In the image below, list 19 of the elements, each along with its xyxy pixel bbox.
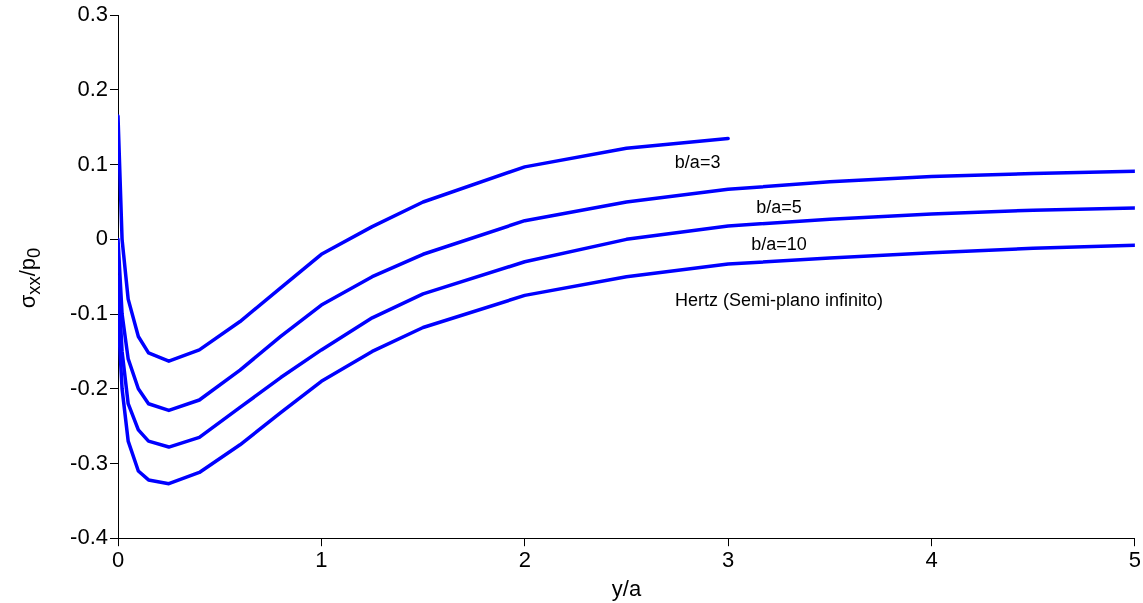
y-tick-label: 0.2 bbox=[77, 75, 108, 101]
series-label: b/a=3 bbox=[674, 152, 721, 173]
y-tick-label: 0.3 bbox=[77, 1, 108, 27]
x-tick-label: 1 bbox=[315, 547, 328, 573]
x-tick-label: 2 bbox=[518, 547, 531, 573]
y-tick-label: -0.2 bbox=[70, 374, 108, 400]
series-label: Hertz (Semi-plano infinito) bbox=[674, 289, 884, 310]
y-tick-label: -0.1 bbox=[70, 300, 108, 326]
x-tick-label: 3 bbox=[722, 547, 735, 573]
series-label: b/a=10 bbox=[751, 233, 807, 254]
series-label: b/a=5 bbox=[756, 196, 802, 217]
x-tick-label: 0 bbox=[111, 547, 125, 573]
y-tick-label: 0 bbox=[95, 225, 108, 251]
x-axis-title: y/a bbox=[611, 575, 642, 601]
y-tick-label: 0.1 bbox=[77, 150, 108, 176]
x-tick-label: 5 bbox=[1128, 547, 1142, 573]
y-tick-label: -0.3 bbox=[70, 449, 108, 475]
x-tick-label: 4 bbox=[925, 547, 938, 573]
y-tick-label: -0.4 bbox=[70, 524, 108, 550]
